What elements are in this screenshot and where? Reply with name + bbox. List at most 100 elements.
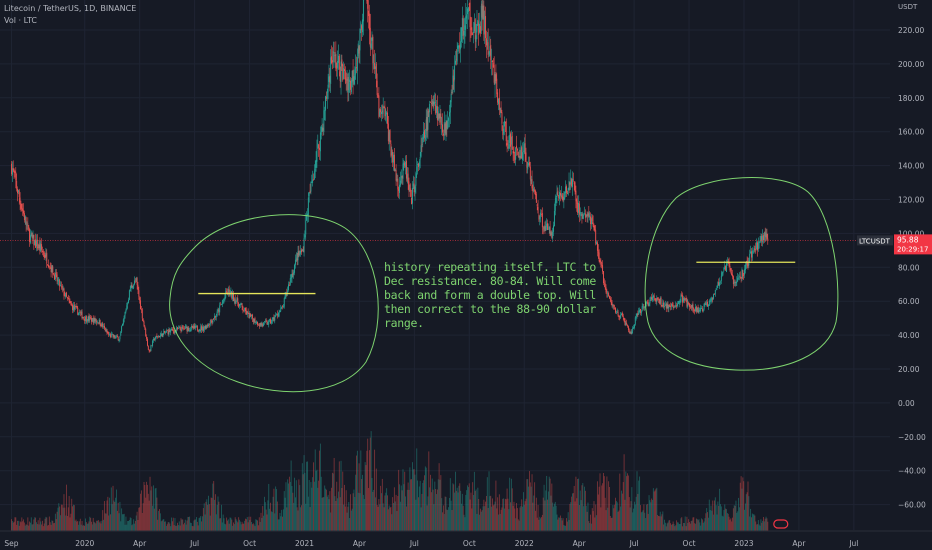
volume-bar [535,497,537,531]
volume-bar [639,505,641,531]
volume-bar [207,504,209,531]
candle-body [633,327,635,329]
candle-body [504,120,505,127]
candle-body [80,311,82,313]
volume-bar [430,474,431,531]
volume-bar [680,518,682,531]
volume-bar [337,491,339,531]
candle-body [222,300,224,303]
symbol-title[interactable]: Litecoin / TetherUS, 1D, BINANCE [4,4,137,13]
volume-bar [562,518,564,531]
volume-bar [65,515,67,531]
candle-body [83,317,85,319]
volume-bar [364,462,366,531]
volume-bar [658,515,659,531]
candle-body [516,149,518,151]
volume-bar [279,512,281,531]
candle-body [105,329,107,331]
volume-bar [455,490,457,531]
volume-bar [40,521,42,531]
volume-bar [105,513,107,531]
candle-body [492,63,494,68]
volume-bar [248,516,250,531]
volume-indicator-label[interactable]: Vol · LTC [4,16,37,25]
candle-body [617,311,619,316]
candle-body [463,30,465,36]
volume-bar [128,521,129,531]
candle-body [658,298,660,304]
candle-body [440,113,442,125]
volume-bar [694,523,696,531]
volume-bar [139,507,141,531]
volume-bar [540,518,542,531]
volume-bar [525,498,527,531]
volume-bar [621,490,622,531]
candle-body [296,258,298,262]
volume-bar [644,512,646,531]
volume-bar [457,492,459,531]
candle-body [52,266,54,275]
candle-body [623,317,625,320]
volume-bar [163,519,165,531]
candle-body [390,143,392,156]
volume-bar [218,501,220,531]
candle-body [455,60,456,65]
candle-body [603,282,605,284]
volume-bar [635,496,637,531]
candle-body [42,250,43,253]
volume-bar [551,483,553,531]
candle-body [37,247,39,248]
volume-bar [506,488,508,531]
candle-body [376,80,378,95]
volume-bar [737,511,739,531]
candle-body [253,318,255,322]
candle-body [353,76,355,84]
candle-body [15,172,17,181]
volume-bar [767,521,769,531]
volume-bar [294,477,296,531]
candle-body [614,307,616,309]
x-tick-label: Jul [409,539,419,548]
volume-bar [580,500,582,531]
time-axis[interactable]: Sep 2020 Apr Jul Oct 2021 Apr Jul Oct 2022 Apr Jul O… [0,530,932,548]
volume-bar [396,510,398,531]
volume-bar [642,510,644,531]
volume-bar [592,511,594,531]
volume-bar [665,526,667,531]
candle-body [26,224,28,226]
candle-body [572,179,574,181]
volume-bar [127,521,129,531]
volume-bar [601,485,603,531]
volume-bar [372,491,374,531]
volume-bar [670,523,672,531]
candle-body [409,190,411,191]
price-axis[interactable]: 220.00200.00180.00160.00140.00120.00100.… [898,26,926,510]
volume-bar [115,497,117,531]
volume-bar [624,499,626,531]
candle-body [64,295,66,297]
candle-body [529,162,530,166]
volume-bar [663,524,665,531]
candle-body [267,323,269,325]
candle-body [766,234,768,239]
chart-drawings[interactable] [0,177,890,529]
candle-body [378,95,380,117]
candle-body [63,288,65,296]
candle-body [288,284,289,291]
candle-body [218,309,220,312]
candle-body [188,327,190,331]
volume-bar [338,461,340,531]
candle-body [456,50,458,62]
volume-bar [634,504,636,531]
candle-body [662,302,664,307]
annotation-text[interactable]: history repeating itself. LTC to Dec res… [384,260,596,330]
candle-body [124,312,126,316]
volume-bar [702,522,704,531]
candle-body [368,13,370,31]
volume-bar [553,503,555,531]
candle-body [755,248,757,250]
volume-bar [224,523,226,531]
volume-bar [190,523,192,531]
candle-body [584,213,585,215]
